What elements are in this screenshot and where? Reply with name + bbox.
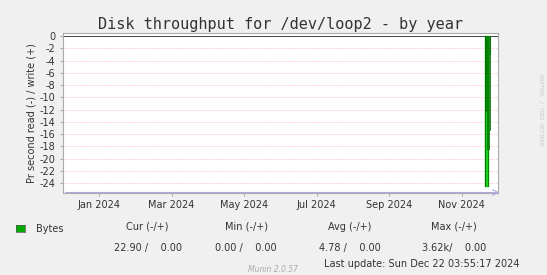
Text: RRDTOOL / TOBI OETIKER: RRDTOOL / TOBI OETIKER	[538, 74, 543, 146]
Text: Cur (-/+): Cur (-/+)	[126, 222, 169, 232]
Text: 4.78 /    0.00: 4.78 / 0.00	[319, 243, 381, 252]
Text: Min (-/+): Min (-/+)	[225, 222, 267, 232]
Text: Max (-/+): Max (-/+)	[431, 222, 477, 232]
Text: Avg (-/+): Avg (-/+)	[328, 222, 372, 232]
Text: Bytes: Bytes	[36, 224, 63, 233]
Text: Munin 2.0.57: Munin 2.0.57	[248, 265, 299, 274]
Text: Last update: Sun Dec 22 03:55:17 2024: Last update: Sun Dec 22 03:55:17 2024	[324, 259, 520, 269]
Title: Disk throughput for /dev/loop2 - by year: Disk throughput for /dev/loop2 - by year	[98, 17, 463, 32]
Text: 22.90 /    0.00: 22.90 / 0.00	[114, 243, 182, 252]
Text: 3.62k/    0.00: 3.62k/ 0.00	[422, 243, 486, 252]
Y-axis label: Pr second read (-) / write (+): Pr second read (-) / write (+)	[26, 43, 37, 183]
Text: 0.00 /    0.00: 0.00 / 0.00	[216, 243, 277, 252]
